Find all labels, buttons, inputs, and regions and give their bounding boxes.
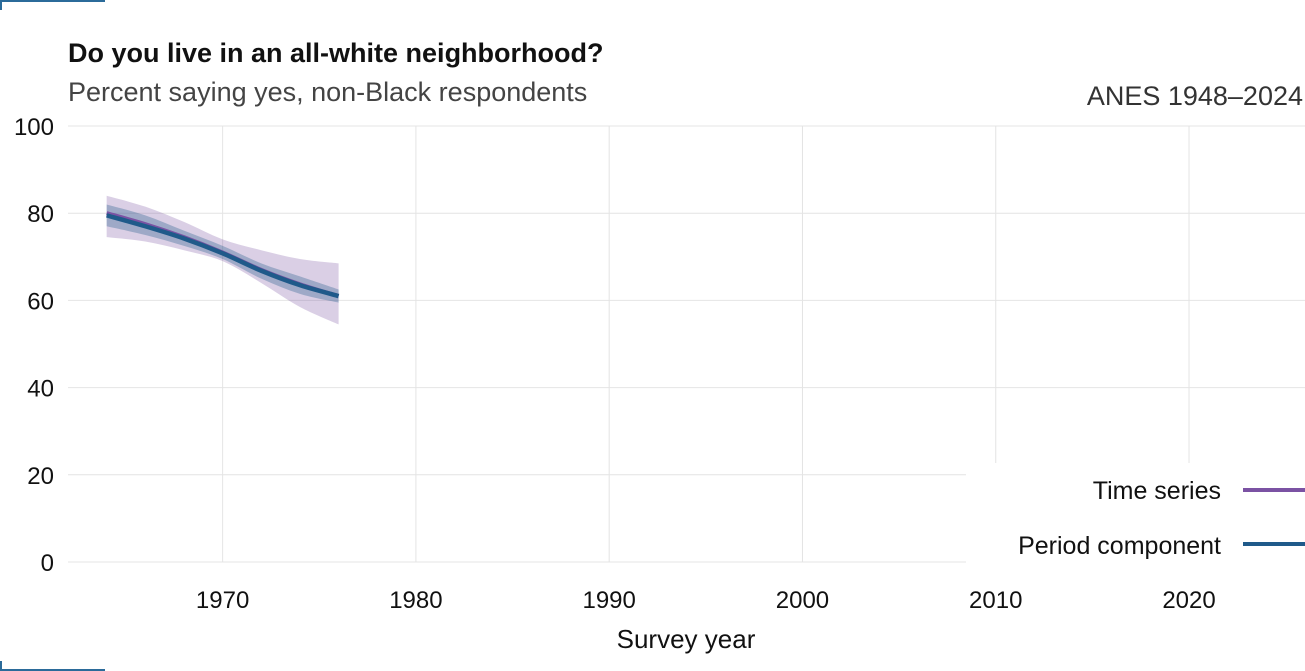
chart-subtitle: Percent saying yes, non-Black respondent…	[68, 77, 587, 107]
corner-bracket-top-left	[0, 0, 105, 10]
legend: Time series Period component	[966, 463, 1305, 578]
y-tick-label-100: 100	[14, 114, 54, 141]
x-axis-label: Survey year	[617, 624, 756, 654]
x-tick-label-2010: 2010	[969, 587, 1022, 614]
x-tick-label-1990: 1990	[582, 587, 635, 614]
y-tick-label-40: 40	[27, 376, 54, 403]
band-time-series	[106, 195, 339, 325]
legend-background	[966, 463, 1305, 578]
chart-source: ANES 1948–2024	[1087, 81, 1303, 111]
x-tick-label-1980: 1980	[389, 587, 442, 614]
y-tick-label-60: 60	[27, 288, 54, 315]
x-tick-label-1970: 1970	[196, 587, 249, 614]
y-tick-label-20: 20	[27, 463, 54, 490]
legend-label-time-series: Time series	[1093, 477, 1221, 505]
chart-title: Do you live in an all-white neighborhood…	[68, 38, 604, 68]
tick-labels: 0 20 40 60 80 100 1970 1980 1990 2000 2010 2020	[14, 114, 1216, 614]
line-period-component	[106, 213, 340, 299]
x-tick-label-2020: 2020	[1162, 587, 1215, 614]
x-tick-label-2000: 2000	[776, 587, 829, 614]
corner-bracket-bottom-left	[0, 661, 105, 671]
series-lines	[106, 211, 340, 299]
y-tick-label-0: 0	[41, 550, 54, 577]
y-tick-label-80: 80	[27, 201, 54, 228]
legend-label-period-component: Period component	[1018, 532, 1221, 560]
